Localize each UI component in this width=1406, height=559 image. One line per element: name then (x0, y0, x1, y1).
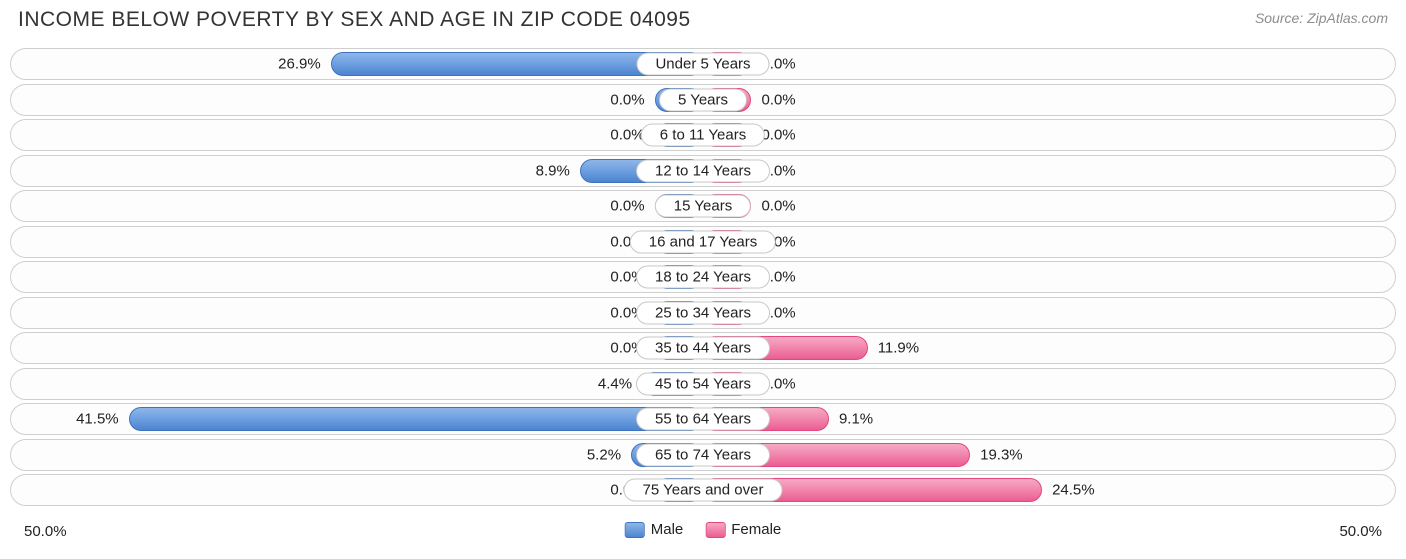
female-value: 19.3% (980, 446, 1023, 463)
category-label: 75 Years and over (624, 479, 783, 502)
female-value: 24.5% (1052, 482, 1095, 499)
male-bar (129, 407, 703, 431)
category-label: 25 to 34 Years (636, 301, 770, 324)
category-label: Under 5 Years (636, 53, 769, 76)
male-value: 41.5% (76, 411, 119, 428)
chart-row: 0.0%0.0%25 to 34 Years (10, 297, 1396, 329)
category-label: 45 to 54 Years (636, 372, 770, 395)
legend-female: Female (705, 521, 781, 538)
chart-row: 0.0%0.0%16 and 17 Years (10, 226, 1396, 258)
male-value: 8.9% (536, 162, 570, 179)
female-swatch-icon (705, 522, 725, 538)
category-label: 16 and 17 Years (630, 230, 776, 253)
category-label: 6 to 11 Years (641, 124, 765, 147)
chart-row: 0.0% 0.0%6 to 11 Years (10, 119, 1396, 151)
chart-row: 4.4%0.0%45 to 54 Years (10, 368, 1396, 400)
female-value: 9.1% (839, 411, 873, 428)
legend-female-label: Female (731, 521, 781, 538)
male-value: 0.0% (610, 91, 644, 108)
category-label: 5 Years (659, 88, 747, 111)
female-value: 0.0% (761, 198, 795, 215)
chart-row: 0.0%11.9%35 to 44 Years (10, 332, 1396, 364)
chart-row: 41.5% 9.1% 55 to 64 Years (10, 403, 1396, 435)
chart-row: 0.0% 0.0% 15 Years (10, 190, 1396, 222)
source-credit: Source: ZipAtlas.com (1255, 10, 1388, 26)
axis-left-max: 50.0% (24, 523, 67, 540)
legend: Male Female (625, 521, 782, 538)
category-label: 18 to 24 Years (636, 266, 770, 289)
female-value: 11.9% (878, 340, 919, 357)
male-value: 4.4% (598, 375, 632, 392)
category-label: 65 to 74 Years (636, 443, 770, 466)
female-value: 0.0% (761, 127, 795, 144)
chart-footer: 50.0% Male Female 50.0% (10, 517, 1396, 551)
male-swatch-icon (625, 522, 645, 538)
chart-row: 0.0%24.5%75 Years and over (10, 474, 1396, 506)
category-label: 15 Years (655, 195, 751, 218)
chart-row: 0.0% 0.0% 5 Years (10, 84, 1396, 116)
legend-male: Male (625, 521, 684, 538)
female-value: 0.0% (761, 91, 795, 108)
category-label: 55 to 64 Years (636, 408, 770, 431)
axis-right-max: 50.0% (1339, 523, 1382, 540)
chart-row: 0.0%0.0%18 to 24 Years (10, 261, 1396, 293)
chart-title: INCOME BELOW POVERTY BY SEX AND AGE IN Z… (18, 8, 691, 32)
chart-row: 5.2% 19.3% 65 to 74 Years (10, 439, 1396, 471)
chart-row: 26.9%0.0%Under 5 Years (10, 48, 1396, 80)
diverging-bar-chart: 26.9%0.0%Under 5 Years0.0%0.0%5 Years0.0… (10, 48, 1396, 511)
chart-row: 8.9%0.0%12 to 14 Years (10, 155, 1396, 187)
male-value: 0.0% (610, 198, 644, 215)
male-value: 5.2% (587, 446, 621, 463)
category-label: 12 to 14 Years (636, 159, 770, 182)
category-label: 35 to 44 Years (636, 337, 770, 360)
legend-male-label: Male (651, 521, 684, 538)
male-value: 26.9% (278, 56, 321, 73)
male-value: 0.0% (610, 127, 644, 144)
